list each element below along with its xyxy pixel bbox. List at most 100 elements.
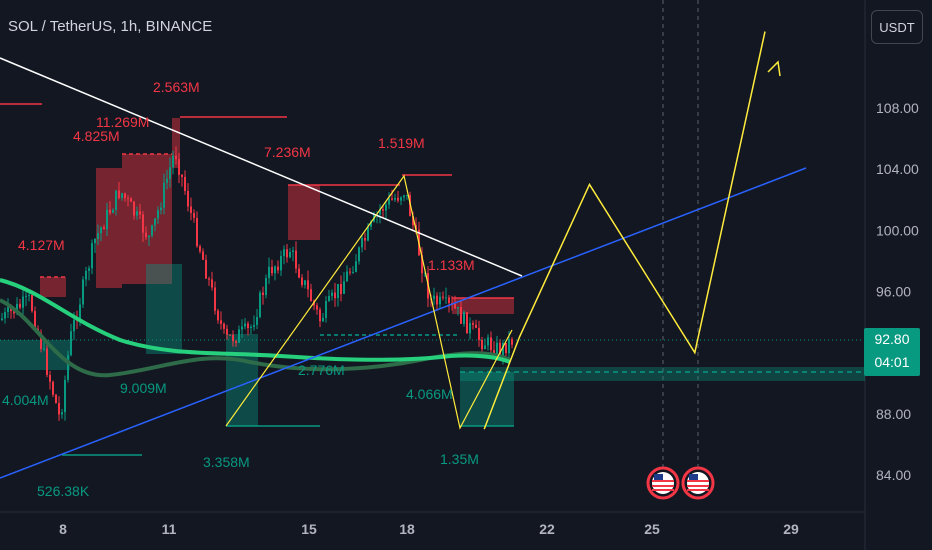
candle-body — [349, 271, 351, 273]
candle-body — [346, 271, 348, 282]
y-tick-label: 104.00 — [876, 161, 919, 177]
time-axis[interactable]: 8 11 15 18 22 25 29 — [59, 521, 799, 537]
candle-body — [244, 323, 246, 327]
candle-body — [100, 227, 102, 234]
candle-body — [88, 268, 90, 271]
candle-body — [202, 251, 204, 260]
demand-zone — [146, 264, 182, 354]
candle-body — [472, 323, 474, 325]
candle-body — [223, 323, 225, 329]
candle-body — [73, 319, 75, 332]
volume-label: 4.004M — [2, 392, 49, 408]
candle-body — [226, 328, 228, 335]
candle-body — [136, 211, 138, 216]
candle-body — [16, 303, 18, 314]
us-flag-icon[interactable] — [681, 466, 715, 500]
projection-arrowhead — [767, 60, 781, 77]
candle-body — [109, 209, 111, 213]
candle-body — [247, 323, 249, 329]
candle-body — [40, 332, 42, 349]
currency-button[interactable]: USDT — [871, 10, 923, 44]
candle-body — [448, 297, 450, 304]
supply-zone — [40, 277, 66, 297]
candle-body — [403, 195, 405, 198]
x-tick-label: 25 — [644, 521, 660, 537]
supply-zone — [288, 185, 320, 240]
candle-body — [382, 209, 384, 211]
candle-body — [301, 277, 303, 285]
candle-body — [103, 227, 105, 230]
candle-body — [490, 337, 492, 351]
candle-body — [400, 197, 402, 201]
candle-body — [502, 342, 504, 356]
candle-body — [268, 266, 270, 278]
candle-body — [481, 339, 483, 350]
green-volume-labels: 9.009M 2.776M 4.004M 4.066M 3.358M 1.35M 526.3… — [2, 362, 479, 499]
candle-body — [193, 212, 195, 218]
candle-body — [445, 297, 447, 299]
candle-body — [310, 289, 312, 302]
candle-body — [343, 281, 345, 294]
candle-body — [148, 235, 150, 238]
volume-label: 7.236M — [264, 144, 311, 160]
candle-body — [424, 273, 426, 275]
past-wave — [225, 174, 513, 430]
candle-body — [457, 307, 459, 309]
candle-body — [214, 287, 216, 311]
candle-body — [253, 324, 255, 327]
chart-title: SOL / TetherUS, 1h, BINANCE — [8, 18, 213, 35]
candle-body — [319, 309, 321, 322]
candle-body — [388, 198, 390, 205]
y-tick-label: 100.00 — [876, 222, 919, 238]
us-flag-icon[interactable] — [646, 466, 680, 500]
volume-label: 1.519M — [378, 135, 425, 151]
ascending-trendline — [0, 167, 807, 479]
volume-label: 2.776M — [298, 362, 345, 378]
candle-body — [487, 337, 489, 346]
candle-body — [82, 279, 84, 305]
x-tick-label: 29 — [783, 521, 799, 537]
candle-body — [499, 342, 501, 356]
candle-body — [166, 178, 168, 183]
candle-body — [316, 305, 318, 310]
candle-body — [43, 348, 45, 350]
candle-body — [280, 256, 282, 271]
candle-body — [460, 307, 462, 324]
candle-body — [97, 233, 99, 239]
candle-body — [31, 295, 33, 312]
candle-body — [22, 296, 24, 308]
candle-body — [211, 279, 213, 288]
candle-body — [328, 296, 330, 302]
candle-body — [127, 198, 129, 200]
x-tick-label: 11 — [162, 521, 177, 537]
demand-lines — [62, 334, 865, 456]
candle-body — [421, 255, 423, 274]
candle-body — [34, 311, 36, 329]
candle-body — [52, 381, 54, 395]
candle-body — [142, 214, 144, 233]
countdown-label: 04:01 — [874, 354, 910, 370]
candle-body — [217, 310, 219, 321]
candle-body — [151, 225, 153, 236]
candle-body — [235, 341, 237, 343]
candle-body — [199, 246, 201, 252]
candle-body — [433, 295, 435, 299]
candle-body — [436, 295, 438, 305]
candle-body — [496, 342, 498, 356]
volume-label: 9.009M — [120, 380, 167, 396]
demand-zone — [460, 372, 514, 426]
candle-body — [160, 207, 162, 211]
volume-label: 1.35M — [440, 451, 479, 467]
candle-body — [361, 238, 363, 248]
candle-body — [493, 350, 495, 356]
x-tick-label: 22 — [539, 521, 555, 537]
candle-body — [286, 249, 288, 258]
candle-body — [475, 324, 477, 328]
candle-body — [181, 174, 183, 177]
volume-label: 11.269M — [96, 114, 149, 130]
candle-body — [256, 317, 258, 325]
candle-body — [307, 280, 309, 290]
